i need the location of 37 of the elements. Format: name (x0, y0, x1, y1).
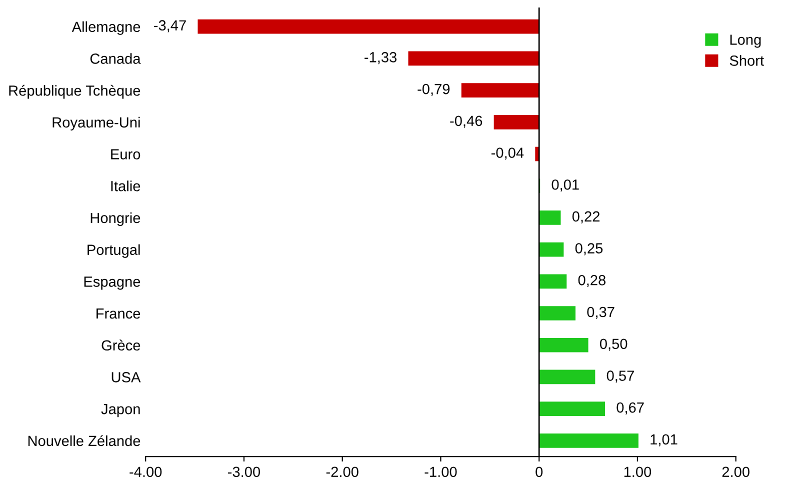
data-label: 0,25 (575, 243, 603, 256)
data-label: 0,67 (616, 402, 644, 414)
data-label: 1,01 (650, 434, 678, 446)
y-tick-label: Hongrie (90, 212, 140, 226)
data-label: 0,01 (552, 179, 579, 192)
y-tick-label: Euro (111, 149, 140, 160)
x-tick-label: 0 (536, 466, 543, 478)
y-tick-label: France (96, 308, 140, 319)
x-tick-label: 1.00 (624, 466, 652, 478)
data-label: -1,33 (364, 52, 397, 64)
x-tick-label: -4.00 (130, 466, 162, 478)
y-tick-label: Royaume-Uni (52, 116, 140, 130)
y-tick-label: Allemagne (72, 21, 140, 35)
y-tick-label: Portugal (88, 244, 140, 258)
data-label: 0,37 (587, 306, 614, 319)
y-tick-label: République Tchèque (9, 84, 140, 99)
y-tick-label: USA (112, 372, 141, 382)
x-tick-label: -3.00 (228, 466, 260, 478)
data-label: 0,28 (578, 274, 606, 288)
x-tick-label: 2.00 (722, 466, 750, 478)
y-tick-label: Italie (111, 180, 140, 192)
y-tick-label: Nouvelle Zélande (28, 435, 140, 446)
x-tick-label: -2.00 (326, 466, 358, 478)
y-tick-label: Canada (90, 53, 141, 64)
y-tick-label: Espagne (84, 276, 140, 290)
data-label: 0,50 (600, 338, 628, 351)
data-label: -0,79 (418, 84, 450, 96)
legend-label: Long (730, 34, 761, 48)
data-label: -0,46 (450, 116, 482, 128)
data-label: 0,57 (606, 370, 634, 383)
legend-label: Short (730, 55, 764, 66)
y-tick-label: Grèce (102, 340, 140, 351)
x-tick-label: -1.00 (424, 466, 457, 478)
data-label: -0,04 (491, 148, 524, 160)
data-label: 0,22 (572, 211, 600, 224)
data-label: -3,47 (154, 20, 186, 32)
y-tick-label: Japon (101, 404, 140, 418)
